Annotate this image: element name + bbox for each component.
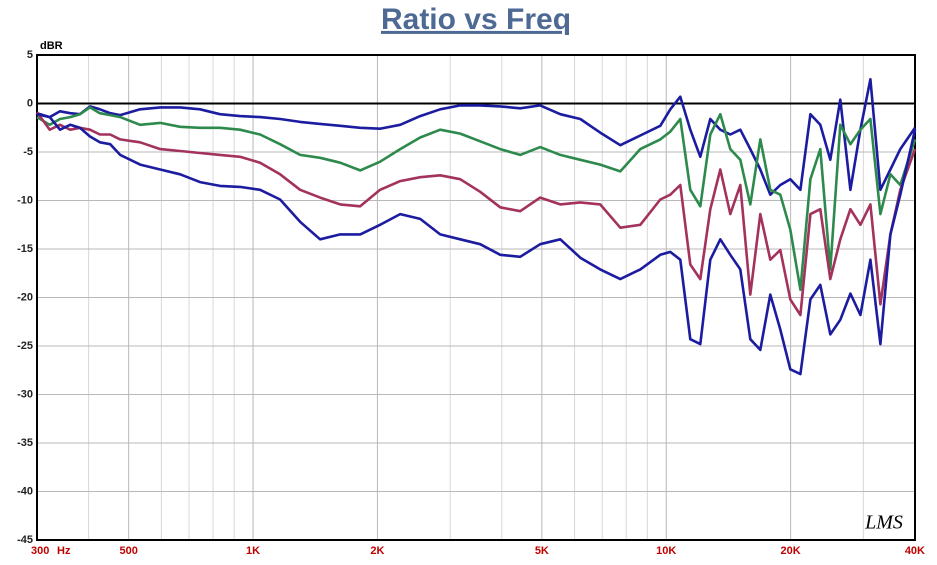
watermark: LMS — [864, 512, 903, 534]
x-axis-label: Hz — [57, 545, 71, 557]
y-tick-label: -35 — [17, 437, 33, 449]
y-tick-label: -45 — [17, 534, 33, 546]
y-tick-label: -30 — [17, 388, 33, 400]
x-tick-label: 2K — [370, 545, 384, 557]
x-tick-label: 40K — [905, 545, 925, 557]
y-tick-label: -10 — [17, 194, 33, 206]
x-tick-label: 300 — [31, 545, 49, 557]
series-line — [36, 106, 917, 291]
y-tick-label: -15 — [17, 243, 33, 255]
y-tick-label: -5 — [23, 146, 33, 158]
y-tick-label: 0 — [27, 97, 33, 109]
chart-title: Ratio vs Freq — [381, 3, 571, 36]
x-tick-label: 500 — [119, 545, 137, 557]
series-line — [35, 111, 917, 317]
x-tick-label: 10K — [656, 545, 676, 557]
series-line — [36, 78, 917, 196]
plot-border — [36, 54, 916, 541]
x-tick-label: 1K — [246, 545, 260, 557]
y-tick-label: -25 — [17, 340, 33, 352]
y-tick-label: 5 — [27, 49, 33, 61]
y-tick-label: -40 — [17, 485, 33, 497]
series-line — [36, 112, 917, 376]
y-tick-label: -20 — [17, 291, 33, 303]
x-tick-label: 5K — [535, 545, 549, 557]
y-axis-label: dBR — [40, 40, 63, 52]
x-tick-label: 20K — [781, 545, 801, 557]
